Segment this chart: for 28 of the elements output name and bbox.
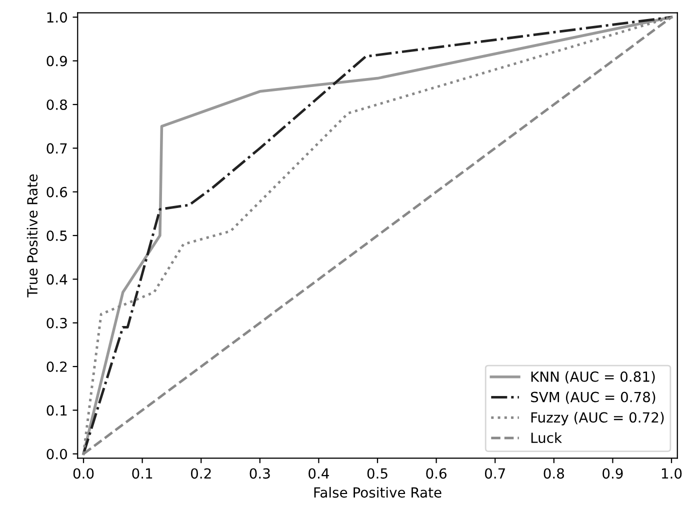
y-axis-title: True Positive Rate: [26, 174, 38, 298]
y-tick-label: 0.1: [46, 405, 67, 416]
y-tick-label: 0.0: [46, 448, 67, 460]
y-tick-label: 1.0: [47, 12, 67, 23]
y-tick-label: 0.9: [46, 56, 67, 66]
legend-label: Luck: [531, 432, 562, 444]
x-tick-label: 0.6: [426, 468, 446, 479]
legend-label: KNN (AUC = 0.81): [531, 371, 655, 384]
x-tick-label: 0.4: [308, 468, 329, 479]
x-tick-label: 0.7: [484, 468, 505, 479]
legend-label: SVM (AUC = 0.78): [530, 392, 656, 404]
y-tick-label: 0.7: [46, 143, 67, 154]
y-tick-label: 0.5: [46, 230, 67, 241]
x-tick-label: 0.2: [190, 468, 211, 479]
y-tick-label: 0.6: [46, 186, 68, 198]
x-tick-label: 0.9: [602, 468, 623, 479]
y-tick-label: 0.3: [46, 318, 67, 328]
x-tick-label: 0.1: [132, 468, 152, 479]
x-tick-label: 0.8: [544, 468, 564, 479]
x-tick-label: 0.5: [367, 468, 388, 479]
x-tick-label: 0.3: [250, 468, 270, 479]
legend-label: Fuzzy (AUC = 0.72): [531, 412, 664, 426]
y-tick-label: 0.2: [46, 362, 67, 372]
x-tick-label: 0.0: [73, 468, 94, 479]
y-tick-label: 0.8: [46, 99, 67, 110]
x-tick-label: 1.0: [662, 468, 682, 479]
x-axis-title: False Positive Rate: [314, 486, 442, 498]
y-tick-label: 0.4: [46, 274, 68, 285]
